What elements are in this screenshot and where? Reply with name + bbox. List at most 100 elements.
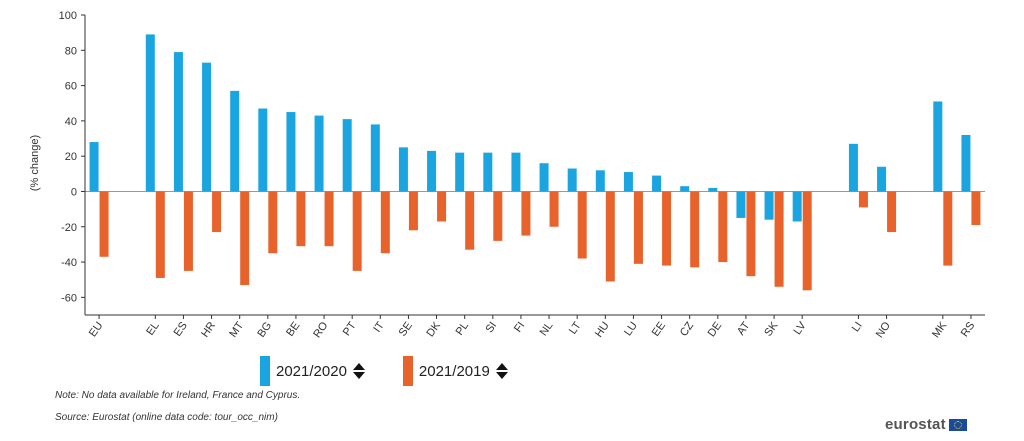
x-tick-label: PT bbox=[341, 320, 359, 339]
x-tick-label: EL bbox=[144, 320, 162, 338]
bar-2021-2019[interactable] bbox=[324, 191, 334, 247]
x-tick-label: SI bbox=[483, 320, 499, 335]
chart: 100 80 60 40 20 0 -20 -40 -60 EU EL ES HR MT BG BE RO PT I… bbox=[29, 10, 985, 340]
bar-2021-2020[interactable] bbox=[961, 135, 971, 192]
bar-2021-2019[interactable] bbox=[437, 191, 447, 222]
axis-layer: 100 80 60 40 20 0 -20 -40 -60 EU EL ES HR MT BG BE RO PT I… bbox=[59, 10, 985, 340]
bar-2021-2019[interactable] bbox=[380, 191, 390, 254]
bar-2021-2020[interactable] bbox=[539, 163, 549, 192]
y-tick-label: 20 bbox=[65, 151, 77, 163]
bar-2021-2020[interactable] bbox=[230, 90, 240, 192]
bar-2021-2020[interactable] bbox=[511, 152, 521, 192]
bar-2021-2019[interactable] bbox=[858, 191, 868, 208]
y-tick-label: -40 bbox=[61, 257, 77, 269]
bar-2021-2019[interactable] bbox=[352, 191, 362, 271]
bar-2021-2020[interactable] bbox=[567, 168, 577, 192]
bar-2021-2020[interactable] bbox=[623, 172, 633, 192]
sort-updown-icon[interactable] bbox=[495, 363, 508, 379]
bar-2021-2020[interactable] bbox=[314, 115, 324, 192]
bar-2021-2020[interactable] bbox=[877, 166, 887, 192]
bar-2021-2020[interactable] bbox=[145, 34, 155, 192]
bar-2021-2019[interactable] bbox=[774, 191, 784, 287]
bar-2021-2020[interactable] bbox=[736, 191, 746, 218]
bar-2021-2019[interactable] bbox=[605, 191, 615, 282]
y-tick-label: 40 bbox=[65, 116, 77, 128]
bar-2021-2020[interactable] bbox=[286, 112, 296, 192]
x-tick-label: CZ bbox=[678, 320, 696, 339]
bar-2021-2019[interactable] bbox=[408, 191, 418, 231]
source-note: Source: Eurostat (online data code: tour… bbox=[55, 412, 278, 423]
bar-2021-2019[interactable] bbox=[155, 191, 165, 278]
bar-2021-2020[interactable] bbox=[483, 152, 493, 192]
bar-2021-2019[interactable] bbox=[99, 191, 109, 257]
bar-2021-2019[interactable] bbox=[943, 191, 953, 266]
y-tick-label: 0 bbox=[71, 186, 77, 198]
legend-label: 2021/2020 bbox=[276, 362, 347, 380]
bar-2021-2019[interactable] bbox=[746, 191, 756, 277]
bar-2021-2020[interactable] bbox=[455, 152, 465, 192]
bar-2021-2019[interactable] bbox=[183, 191, 193, 271]
bar-2021-2019[interactable] bbox=[296, 191, 306, 247]
legend-item-2021-2019[interactable]: 2021/2019 bbox=[402, 356, 508, 386]
legend-label: 2021/2019 bbox=[418, 362, 490, 380]
bar-2021-2020[interactable] bbox=[202, 62, 212, 192]
bar-2021-2020[interactable] bbox=[89, 142, 99, 192]
x-tick-label: LT bbox=[567, 320, 584, 337]
bar-2021-2019[interactable] bbox=[465, 191, 475, 250]
x-tick-label: BE bbox=[284, 320, 302, 339]
bar-2021-2020[interactable] bbox=[258, 108, 268, 192]
bar-2021-2020[interactable] bbox=[652, 175, 662, 192]
bar-2021-2019[interactable] bbox=[549, 191, 559, 227]
bar-2021-2019[interactable] bbox=[662, 191, 672, 266]
x-tick-label: BG bbox=[255, 320, 274, 340]
bar-2021-2019[interactable] bbox=[268, 191, 278, 254]
x-tick-label: IT bbox=[371, 320, 387, 335]
x-tick-label: AT bbox=[735, 320, 753, 338]
x-tick-label: EU bbox=[87, 320, 106, 339]
bar-2021-2020[interactable] bbox=[792, 191, 802, 222]
x-tick-label: PL bbox=[454, 320, 472, 338]
bar-2021-2019[interactable] bbox=[887, 191, 897, 233]
bar-2021-2020[interactable] bbox=[933, 101, 943, 192]
bar-2021-2020[interactable] bbox=[398, 147, 408, 192]
bar-2021-2020[interactable] bbox=[427, 150, 437, 192]
y-tick-label: 100 bbox=[59, 10, 77, 22]
y-axis-title: (% change) bbox=[29, 135, 41, 191]
y-tick-label: 60 bbox=[65, 81, 77, 93]
x-tick-label: RS bbox=[959, 320, 978, 339]
bar-2021-2020[interactable] bbox=[342, 119, 352, 192]
bar-2021-2020[interactable] bbox=[848, 143, 858, 192]
footnote: Note: No data available for Ireland, Fra… bbox=[55, 390, 301, 401]
bar-2021-2020[interactable] bbox=[708, 187, 718, 192]
bar-2021-2019[interactable] bbox=[212, 191, 222, 233]
x-tick-label: DK bbox=[424, 319, 443, 339]
x-tick-label: ES bbox=[172, 320, 190, 339]
bar-2021-2019[interactable] bbox=[802, 191, 812, 291]
eu-flag-icon bbox=[948, 418, 967, 431]
x-tick-label: SE bbox=[397, 320, 415, 339]
bar-2021-2020[interactable] bbox=[370, 124, 380, 192]
x-tick-label: DE bbox=[706, 320, 725, 339]
eurostat-logo[interactable]: eurostat bbox=[885, 416, 967, 433]
bar-2021-2020[interactable] bbox=[680, 186, 690, 192]
logo-text: eurostat bbox=[885, 416, 946, 433]
bar-2021-2019[interactable] bbox=[971, 191, 981, 225]
bar-2021-2019[interactable] bbox=[521, 191, 531, 236]
bar-2021-2019[interactable] bbox=[718, 191, 728, 263]
bar-2021-2019[interactable] bbox=[633, 191, 643, 264]
bar-2021-2020[interactable] bbox=[764, 191, 774, 220]
y-tick-label: 80 bbox=[65, 45, 77, 57]
bar-2021-2019[interactable] bbox=[493, 191, 503, 241]
x-tick-label: FI bbox=[512, 320, 527, 335]
bar-2021-2019[interactable] bbox=[240, 191, 250, 285]
sort-updown-icon[interactable] bbox=[352, 363, 365, 379]
x-tick-label: EE bbox=[650, 320, 668, 339]
bar-2021-2020[interactable] bbox=[173, 52, 183, 192]
bar-2021-2019[interactable] bbox=[577, 191, 587, 259]
legend-item-2021-2020[interactable]: 2021/2020 bbox=[260, 356, 365, 386]
bar-2021-2019[interactable] bbox=[690, 191, 700, 268]
x-tick-label: NO bbox=[874, 319, 894, 340]
x-tick-label: HU bbox=[593, 320, 612, 340]
x-tick-label: RO bbox=[311, 319, 331, 340]
bar-2021-2020[interactable] bbox=[595, 170, 605, 192]
